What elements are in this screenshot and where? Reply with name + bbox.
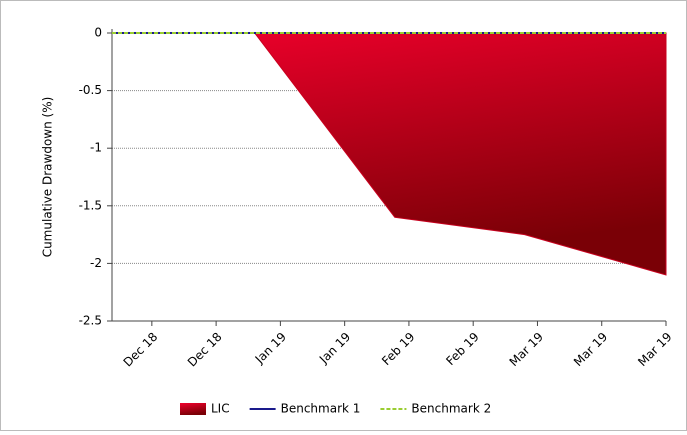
y-axis-label: Cumulative Drawdown (%) (41, 97, 55, 258)
legend-label: Benchmark 2 (411, 402, 491, 416)
y-tick-label: -0.5 (79, 83, 102, 97)
legend-label: LIC (211, 402, 230, 416)
legend-swatch (180, 403, 206, 415)
y-tick-label: -2.5 (79, 314, 102, 328)
y-tick-label: -1.5 (79, 198, 102, 212)
legend-label: Benchmark 1 (281, 402, 361, 416)
y-tick-label: 0 (94, 26, 102, 40)
y-tick-label: -1 (90, 141, 102, 155)
y-tick-label: -2 (90, 256, 102, 270)
